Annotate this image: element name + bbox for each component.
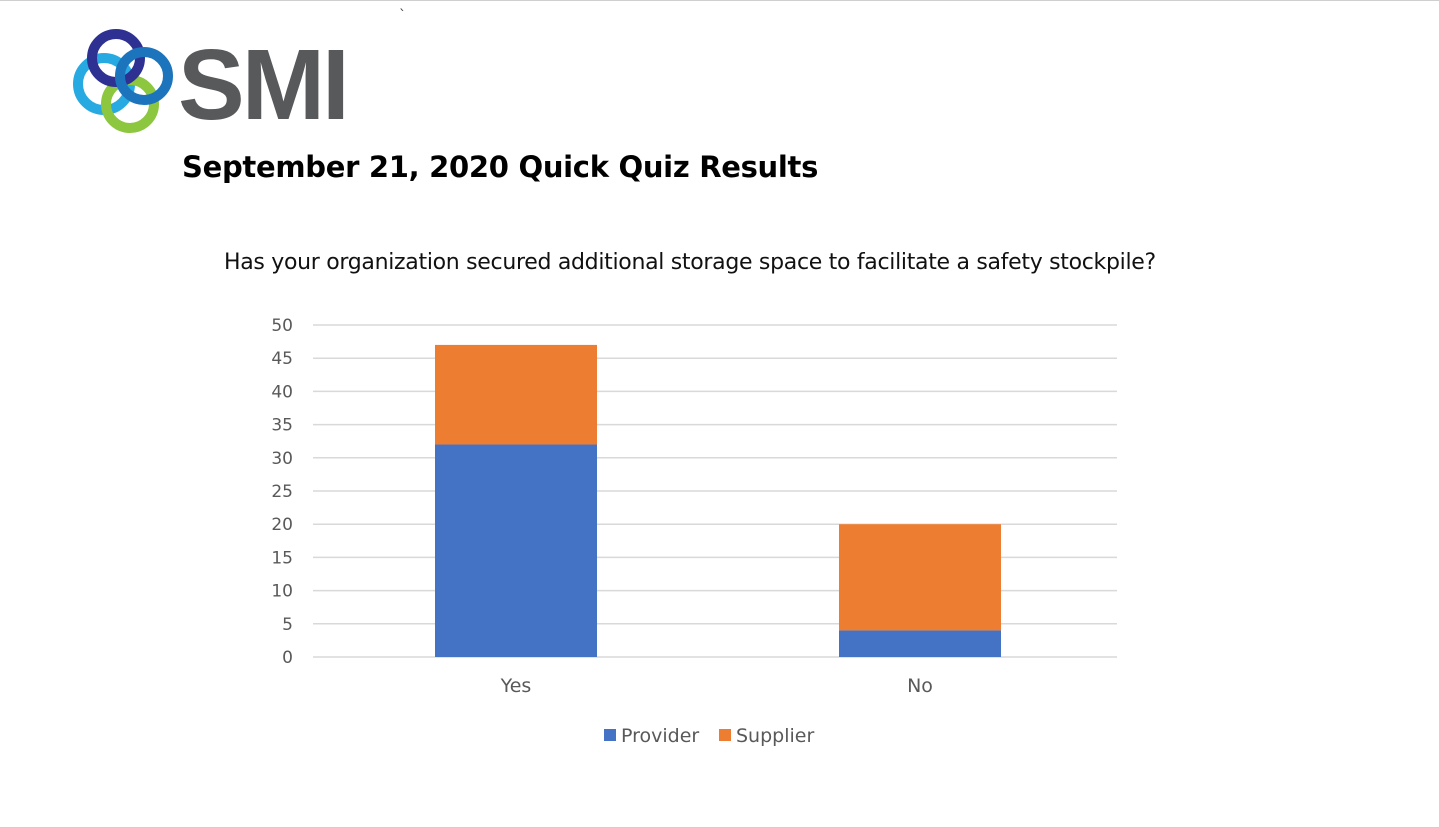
y-tick-label: 30 — [271, 449, 293, 469]
y-axis: 0 5 10 15 20 25 30 35 40 45 50 — [271, 316, 293, 668]
x-tick-label-no: No — [907, 675, 933, 697]
legend-label-provider: Provider — [621, 725, 699, 747]
y-tick-label: 35 — [271, 416, 293, 436]
y-tick-label: 45 — [271, 349, 293, 369]
y-tick-label: 5 — [282, 615, 293, 635]
chart-question: Has your organization secured additional… — [224, 250, 1156, 275]
logo-wordmark: SMI — [178, 29, 347, 136]
bar-yes-supplier — [435, 344, 597, 445]
logo-ring-blue — [115, 47, 173, 105]
logo-rings-icon — [73, 29, 173, 133]
legend-swatch-supplier — [719, 729, 731, 741]
bar-no-supplier — [839, 524, 1001, 631]
stacked-bar-chart: 0 5 10 15 20 25 30 35 40 45 50 Yes No Provider Suppl… — [271, 316, 1117, 747]
x-axis: Yes No — [500, 675, 933, 697]
chart-bars — [435, 344, 1001, 657]
legend-swatch-provider — [604, 729, 616, 741]
y-tick-label: 15 — [271, 548, 293, 568]
bar-no-provider — [839, 630, 1001, 657]
stray-mark: ` — [399, 8, 406, 24]
legend-label-supplier: Supplier — [736, 725, 814, 747]
y-tick-label: 10 — [271, 582, 293, 602]
bar-yes-provider — [435, 444, 597, 657]
chart-legend: Provider Supplier — [604, 725, 814, 747]
y-tick-label: 25 — [271, 482, 293, 502]
y-tick-label: 40 — [271, 382, 293, 402]
y-tick-label: 50 — [271, 316, 293, 336]
smi-logo: SMI — [73, 29, 350, 136]
y-tick-label: 20 — [271, 515, 293, 535]
page-title: September 21, 2020 Quick Quiz Results — [182, 150, 819, 184]
x-tick-label-yes: Yes — [500, 675, 532, 697]
y-tick-label: 0 — [282, 648, 293, 668]
